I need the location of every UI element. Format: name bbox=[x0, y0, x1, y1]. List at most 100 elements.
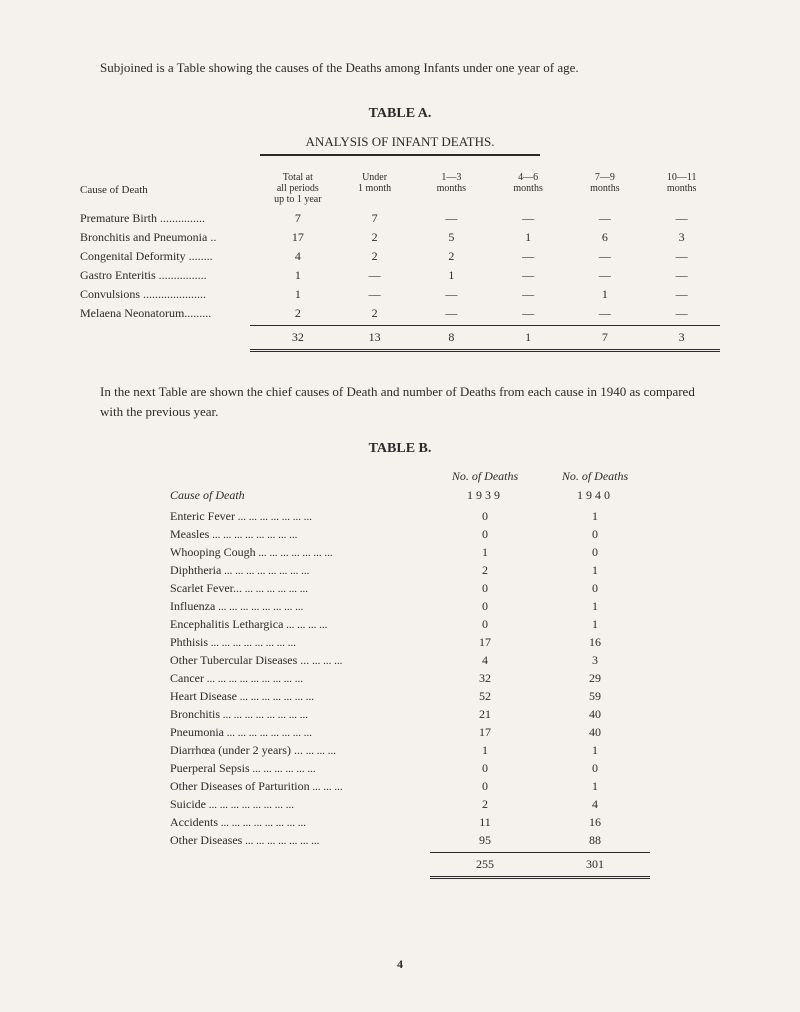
table-row: Suicide ... ... ... ... ... ... ... ...2… bbox=[170, 797, 720, 812]
table-row: Bronchitis and Pneumonia .. 17 2 5 1 6 3 bbox=[80, 230, 720, 245]
cell: 0 bbox=[430, 617, 540, 632]
cell: 255 bbox=[430, 857, 540, 872]
row-label: Diphtheria ... ... ... ... ... ... ... .… bbox=[170, 563, 430, 578]
cell: — bbox=[490, 268, 567, 283]
table-b-header: No. of Deaths No. of Deaths bbox=[170, 469, 720, 484]
table-row: Other Tubercular Diseases ... ... ... ..… bbox=[170, 653, 720, 668]
row-label: Scarlet Fever... ... ... ... ... ... ... bbox=[170, 581, 430, 596]
row-label: Measles ... ... ... ... ... ... ... ... bbox=[170, 527, 430, 542]
row-label: Accidents ... ... ... ... ... ... ... ..… bbox=[170, 815, 430, 830]
table-row: Convulsions ..................... 1 — — … bbox=[80, 287, 720, 302]
cell: 1 bbox=[540, 617, 650, 632]
row-label: Enteric Fever ... ... ... ... ... ... ..… bbox=[170, 509, 430, 524]
table-row: Premature Birth ............... 7 7 — — … bbox=[80, 211, 720, 226]
row-label: Bronchitis and Pneumonia .. bbox=[80, 230, 259, 245]
cell: 1 bbox=[540, 779, 650, 794]
row-label: Other Diseases of Parturition ... ... ..… bbox=[170, 779, 430, 794]
table-row: Accidents ... ... ... ... ... ... ... ..… bbox=[170, 815, 720, 830]
cell: — bbox=[643, 287, 720, 302]
table-row: Measles ... ... ... ... ... ... ... ...0… bbox=[170, 527, 720, 542]
cell: 0 bbox=[430, 761, 540, 776]
cell: 3 bbox=[643, 230, 720, 245]
header-4-6: 4—6months bbox=[490, 172, 567, 205]
table-row: Melaena Neonatorum......... 2 2 — — — — bbox=[80, 306, 720, 321]
cell: — bbox=[413, 306, 490, 321]
cell: 40 bbox=[540, 725, 650, 740]
cell: 0 bbox=[540, 581, 650, 596]
row-label: Bronchitis ... ... ... ... ... ... ... .… bbox=[170, 707, 430, 722]
cell: 1 bbox=[567, 287, 644, 302]
cause-label-b: Cause of Death bbox=[170, 488, 430, 503]
cell: 59 bbox=[540, 689, 650, 704]
cell: 2 bbox=[336, 230, 413, 245]
intro-text: Subjoined is a Table showing the causes … bbox=[100, 60, 720, 76]
row-label: Convulsions ..................... bbox=[80, 287, 259, 302]
cell: 0 bbox=[540, 545, 650, 560]
divider bbox=[250, 325, 720, 326]
cell: 88 bbox=[540, 833, 650, 848]
cell: 2 bbox=[413, 249, 490, 264]
cell: 8 bbox=[413, 330, 490, 345]
table-b: No. of Deaths No. of Deaths Cause of Dea… bbox=[170, 469, 720, 879]
table-row: Congenital Deformity ........ 4 2 2 — — … bbox=[80, 249, 720, 264]
table-row: Pneumonia ... ... ... ... ... ... ... ..… bbox=[170, 725, 720, 740]
row-label: Cancer ... ... ... ... ... ... ... ... .… bbox=[170, 671, 430, 686]
cell: — bbox=[643, 268, 720, 283]
table-a: Cause of Death Total atall periodsup to … bbox=[80, 172, 720, 352]
cell: 0 bbox=[430, 527, 540, 542]
header-1-3: 1—3months bbox=[413, 172, 490, 205]
cell: 52 bbox=[430, 689, 540, 704]
row-label: Influenza ... ... ... ... ... ... ... ..… bbox=[170, 599, 430, 614]
totals-row: 32 13 8 1 7 3 bbox=[80, 330, 720, 345]
double-divider bbox=[250, 349, 720, 352]
table-row: Scarlet Fever... ... ... ... ... ... ...… bbox=[170, 581, 720, 596]
cell: — bbox=[567, 249, 644, 264]
header-col1: No. of Deaths bbox=[430, 469, 540, 484]
table-row: Other Diseases ... ... ... ... ... ... .… bbox=[170, 833, 720, 848]
cell: — bbox=[567, 268, 644, 283]
table-row: Diarrhœa (under 2 years) ... ... ... ...… bbox=[170, 743, 720, 758]
header-7-9: 7—9months bbox=[567, 172, 644, 205]
row-label: Pneumonia ... ... ... ... ... ... ... ..… bbox=[170, 725, 430, 740]
row-label: Whooping Cough ... ... ... ... ... ... .… bbox=[170, 545, 430, 560]
table-a-title: TABLE A. bbox=[80, 106, 720, 122]
table-a-header: Cause of Death Total atall periodsup to … bbox=[80, 172, 720, 205]
cell: 40 bbox=[540, 707, 650, 722]
cell: — bbox=[643, 306, 720, 321]
cell: 11 bbox=[430, 815, 540, 830]
cell: — bbox=[490, 211, 567, 226]
table-row: Influenza ... ... ... ... ... ... ... ..… bbox=[170, 599, 720, 614]
row-label: Other Tubercular Diseases ... ... ... ..… bbox=[170, 653, 430, 668]
cell: 1 bbox=[259, 287, 336, 302]
cell: — bbox=[567, 306, 644, 321]
cell: 29 bbox=[540, 671, 650, 686]
table-row: Puerperal Sepsis ... ... ... ... ... ...… bbox=[170, 761, 720, 776]
cell: 21 bbox=[430, 707, 540, 722]
cell: 1 bbox=[540, 599, 650, 614]
cell: — bbox=[643, 211, 720, 226]
cell: — bbox=[490, 287, 567, 302]
cell: 0 bbox=[430, 509, 540, 524]
header-under1: Under1 month bbox=[336, 172, 413, 205]
table-row: Heart Disease ... ... ... ... ... ... ..… bbox=[170, 689, 720, 704]
table-row: Phthisis ... ... ... ... ... ... ... ...… bbox=[170, 635, 720, 650]
cell: 1 bbox=[490, 230, 567, 245]
cell: 1 bbox=[540, 563, 650, 578]
cell: 2 bbox=[336, 306, 413, 321]
cell: 0 bbox=[430, 599, 540, 614]
cell: 17 bbox=[259, 230, 336, 245]
cell: 1 bbox=[413, 268, 490, 283]
cell: — bbox=[413, 287, 490, 302]
cell: 16 bbox=[540, 815, 650, 830]
cell: 1 bbox=[430, 743, 540, 758]
row-label bbox=[170, 857, 430, 872]
cell: 3 bbox=[643, 330, 720, 345]
cell: 0 bbox=[430, 581, 540, 596]
table-row: Whooping Cough ... ... ... ... ... ... .… bbox=[170, 545, 720, 560]
row-label: Congenital Deformity ........ bbox=[80, 249, 259, 264]
cell: 6 bbox=[567, 230, 644, 245]
cell: — bbox=[336, 287, 413, 302]
header-cause-b bbox=[170, 469, 430, 484]
cell: 0 bbox=[430, 779, 540, 794]
page-number: 4 bbox=[397, 957, 403, 972]
